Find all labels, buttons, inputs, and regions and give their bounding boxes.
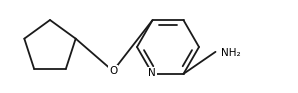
Text: O: O xyxy=(109,66,117,76)
Text: N: N xyxy=(148,68,155,78)
Text: NH₂: NH₂ xyxy=(221,48,240,58)
